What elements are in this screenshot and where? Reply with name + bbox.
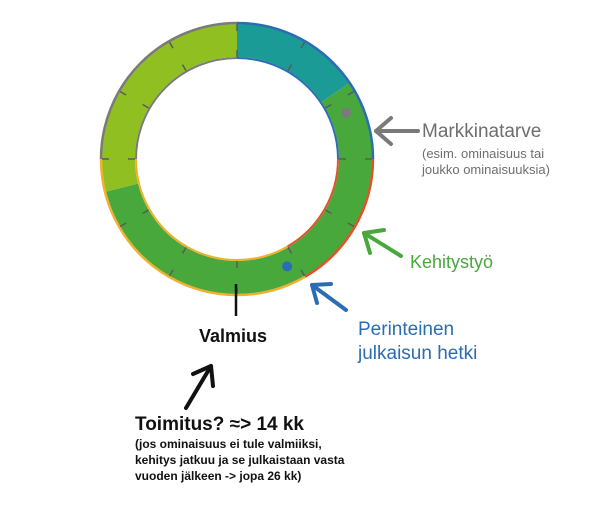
inner-tick (142, 103, 150, 109)
outer-tick (168, 269, 174, 277)
inner-tick (181, 246, 187, 254)
delivery-arrow (184, 364, 215, 410)
outer-boundary-arc (99, 158, 306, 297)
development-arrow (362, 228, 403, 258)
market-need-description-line: (esim. ominaisuus tai (422, 146, 545, 161)
inner-boundary-arc (286, 158, 339, 248)
delivery-description-line: (jos ominaisuus ei tule valmiiksi, (135, 437, 322, 451)
green-segment (106, 83, 372, 294)
outer-boundary-arc (304, 158, 375, 278)
delivery-description-line: kehitys jatkuu ja se julkaistaan vasta (135, 453, 345, 467)
outer-tick (347, 90, 355, 96)
development-label: Kehitystyö (410, 252, 494, 272)
delivery-description-line: vuoden jälkeen -> jopa 26 kk) (135, 469, 302, 483)
cycle-ring (102, 24, 372, 294)
market-need-label: Markkinatarve (422, 121, 542, 142)
inner-tick (181, 64, 187, 72)
outer-boundary-arc (236, 21, 375, 160)
yellow-green-segment (102, 24, 238, 192)
outer-tick (119, 90, 127, 96)
inner-tick (324, 209, 332, 215)
market-need-marker (341, 107, 352, 118)
outer-tick (300, 269, 306, 277)
inner-tick (142, 209, 150, 215)
outer-tick (119, 222, 127, 228)
outer-tick (168, 41, 174, 49)
market-need-arrow (374, 116, 420, 146)
market-need-description: (esim. ominaisuus tai joukko ominaisuuks… (422, 146, 550, 178)
release-arrow (310, 282, 348, 312)
inner-boundary-arc (135, 57, 238, 160)
traditional-release-label-line: julkaisun hetki (358, 343, 478, 364)
market-need-description-line: joukko ominaisuuksia) (422, 162, 550, 177)
cycle-ticks (102, 24, 372, 294)
delivery-label: Toimitus? ≈> 14 kk (135, 414, 304, 435)
cycle-markers (282, 107, 352, 272)
traditional-release-label: Perinteinen julkaisun hetki (358, 318, 477, 366)
inner-tick (287, 246, 293, 254)
readiness-label: Valmius (199, 326, 268, 346)
inner-boundary-arc (236, 57, 339, 160)
inner-boundary-arc (135, 158, 288, 261)
traditional-release-label-line: Perinteinen (358, 319, 455, 340)
release-moment-marker (282, 261, 293, 272)
outer-boundary-arc (99, 21, 238, 160)
teal-segment (236, 24, 349, 103)
outer-tick (300, 41, 306, 49)
delivery-description: (jos ominaisuus ei tule valmiiksi, kehit… (135, 436, 344, 484)
inner-tick (287, 64, 293, 72)
cycle-boundary-arcs (99, 21, 375, 297)
outer-tick (347, 222, 355, 228)
inner-tick (324, 103, 332, 109)
